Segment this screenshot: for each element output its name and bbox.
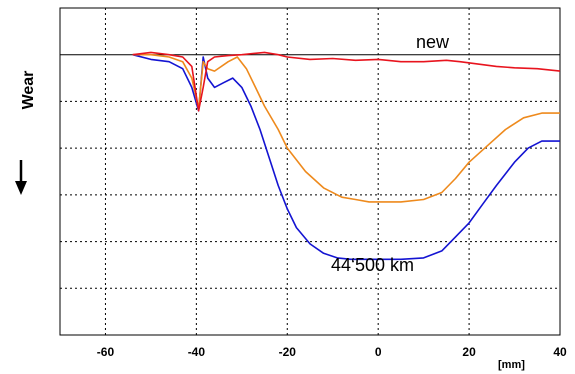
x-tick-label: 40 [553,345,567,359]
x-tick-label: -60 [97,345,115,359]
reference-label: new [416,32,450,52]
y-axis-label: Wear [20,71,37,110]
x-tick-label: 20 [462,345,476,359]
x-axis-unit: [mm] [498,359,525,371]
x-tick-label: -20 [279,345,297,359]
down-arrow-icon [15,160,27,195]
mileage-annotation: 44‘500 km [331,255,414,275]
x-tick-labels: -60 -40 -20 0 20 40 [97,345,567,359]
series-lines [132,51,561,261]
x-tick-label: -40 [188,345,206,359]
x-tick-label: 0 [375,345,382,359]
gridlines [60,8,560,335]
series-line-1 [132,53,560,203]
series-line-0 [132,51,561,112]
plot-area [59,7,561,336]
